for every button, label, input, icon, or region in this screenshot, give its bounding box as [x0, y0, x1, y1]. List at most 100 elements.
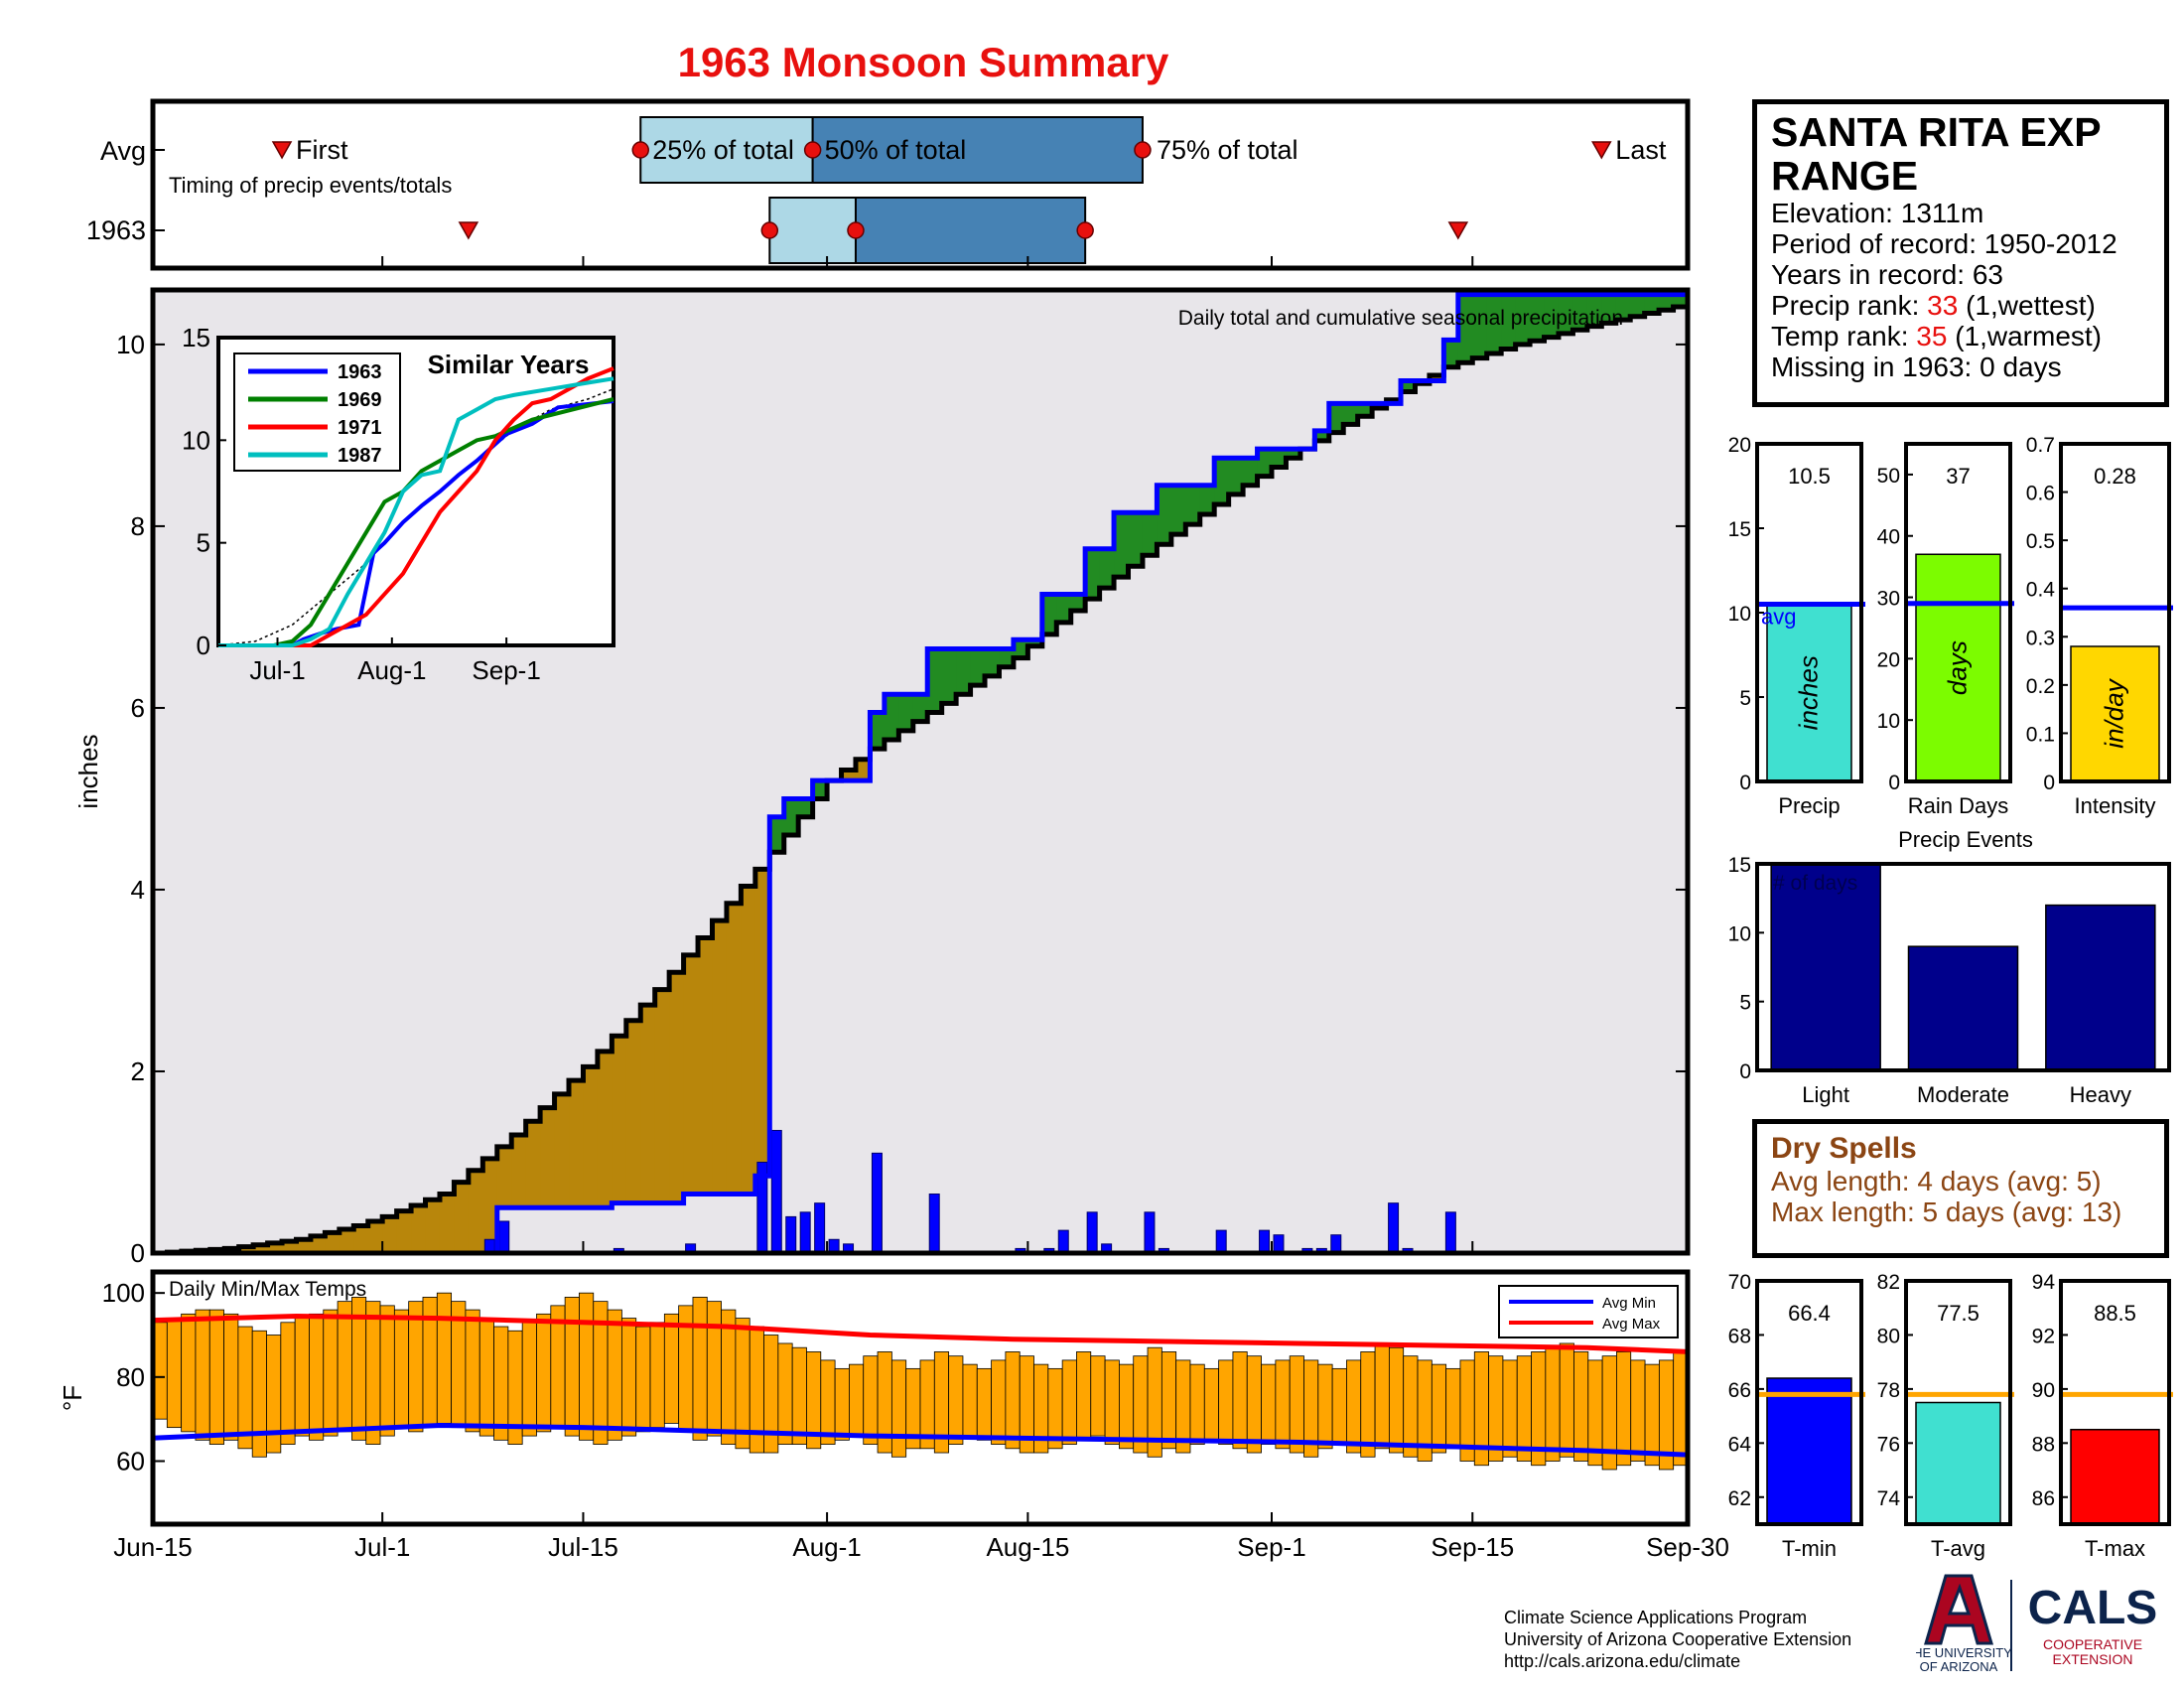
precip-bar-tick-label: 10: [1728, 603, 1751, 626]
y-tick-label: 8: [131, 511, 145, 541]
below-average-fill: [454, 1182, 470, 1253]
summary-bar-panels: 10.505101520Precipinchesavg3701020304050…: [1728, 434, 2173, 1561]
temperature-chart: 60 80 100 Jun-15 Jul-1 Jul-15 Aug-1 Aug-15 Sep-1…: [58, 1269, 1729, 1562]
precip-bar-tick-label: 5: [1739, 687, 1751, 710]
tavg-bar-tick-label: 76: [1877, 1433, 1900, 1456]
below-average-fill: [482, 1158, 498, 1253]
above-average-fill: [884, 694, 899, 740]
above-average-fill: [1286, 449, 1301, 459]
daily-precip-bar: [1273, 1234, 1285, 1254]
cumulative-y-axis-label: inches: [73, 734, 103, 808]
intensity-bar-tick-label: 0.2: [2026, 675, 2055, 698]
tmax-bar-tick-label: 94: [2032, 1271, 2056, 1294]
logo-coop-line2: EXTENSION: [2053, 1651, 2133, 1667]
above-average-fill: [1114, 512, 1130, 578]
daily-temp-range-bar: [649, 1322, 665, 1429]
above-average-fill: [941, 648, 957, 704]
intensity-bar-tick-label: 0.5: [2026, 530, 2055, 553]
above-average-fill: [1214, 458, 1230, 504]
below-average-fill: [654, 989, 670, 1203]
daily-temp-range-bar: [195, 1309, 210, 1441]
precip-bar-tick-label: 15: [1728, 518, 1751, 541]
y-tick-label: 4: [131, 875, 145, 905]
above-average-fill: [1085, 548, 1101, 600]
rain-days-bar-tick-label: 0: [1888, 772, 1900, 794]
precip-rank-value: 33: [1927, 290, 1959, 321]
above-average-fill: [1443, 340, 1459, 367]
dry-spells-box: Dry Spells Avg length: 4 days (avg: 5) M…: [1752, 1119, 2169, 1258]
timing-year-row-label: 1963: [86, 215, 146, 245]
rain-days-bar-tick-label: 10: [1877, 710, 1900, 733]
station-name: SANTA RITA EXP RANGE: [1771, 109, 2101, 199]
above-average-fill: [1343, 403, 1359, 425]
inset-y-tick-label: 15: [182, 323, 210, 352]
daily-temp-range-bar: [1559, 1342, 1574, 1458]
daily-temp-range-bar: [863, 1355, 879, 1445]
footer-line-url[interactable]: http://cals.arizona.edu/climate: [1504, 1651, 1741, 1671]
above-average-fill: [1157, 485, 1172, 545]
x-axis-date-label: Aug-1: [792, 1532, 861, 1562]
above-average-fill: [1515, 294, 1531, 345]
above-average-fill: [783, 798, 799, 836]
tmax-bar-panel: 88.5 86 88 90 92 94 T-max: [2032, 1271, 2173, 1561]
y-tick-label: 0: [131, 1238, 145, 1268]
daily-temp-range-bar: [493, 1326, 509, 1441]
precip-events-category-label: Heavy: [2070, 1082, 2131, 1107]
temp-chart-title: Daily Min/Max Temps: [169, 1278, 366, 1301]
below-average-fill: [540, 1107, 556, 1208]
dry-spells-title: Dry Spells: [1771, 1132, 1917, 1165]
daily-temp-range-bar: [564, 1297, 580, 1437]
rain-days-bar-frame: [1904, 442, 2012, 783]
rain-days-bar-tick-label: 30: [1877, 588, 1900, 611]
below-average-fill: [267, 1242, 283, 1253]
block-a-icon: [1923, 1574, 1994, 1645]
tmin-bar-tick-label: 64: [1728, 1433, 1752, 1456]
tavg-bar-frame: [1904, 1279, 2012, 1526]
x-axis-date-label: Sep-15: [1431, 1532, 1514, 1562]
daily-temp-range-bar: [1573, 1351, 1589, 1462]
above-average-fill: [1257, 449, 1273, 477]
daily-temp-range-bar: [635, 1326, 651, 1433]
daily-temp-range-bar: [237, 1326, 253, 1450]
rain-days-bar-category-label: Rain Days: [1908, 793, 2008, 818]
daily-temp-range-bar: [1403, 1355, 1419, 1458]
daily-precip-bar: [770, 1129, 782, 1254]
tavg-bar-tick-label: 80: [1877, 1325, 1900, 1347]
daily-precip-bar: [1444, 1211, 1456, 1254]
precip-events-tick-label: 15: [1728, 854, 1751, 877]
timing-percentile-marker: [803, 141, 822, 159]
tavg-bar-tick-label: 74: [1877, 1487, 1901, 1510]
temp-rank-value: 35: [1916, 321, 1948, 352]
daily-temp-range-bar: [223, 1313, 239, 1441]
above-average-fill: [956, 648, 972, 695]
tavg-bar-tick-label: 78: [1877, 1379, 1900, 1402]
daily-temp-range-bar: [536, 1313, 552, 1433]
intensity-bar-value-label: 0.28: [2094, 464, 2136, 489]
station-elevation: Elevation: 1311m: [1771, 198, 1984, 228]
daily-temp-range-bar: [777, 1342, 793, 1445]
precip-events-bar-moderate: [1907, 945, 2019, 1071]
daily-temp-range-bar: [1160, 1351, 1177, 1450]
tmin-bar-value-label: 66.4: [1788, 1301, 1831, 1326]
daily-temp-range-bar: [208, 1309, 224, 1445]
daily-temp-range-bar: [1331, 1367, 1347, 1445]
temp-rank-suffix: (1,warmest): [1947, 321, 2103, 352]
daily-temp-range-bar: [890, 1359, 907, 1458]
tmin-bar-value-bar: [1766, 1377, 1852, 1525]
logo-ua-line1: THE UNIVERSITY: [1916, 1645, 2012, 1660]
x-axis-date-label: Sep-30: [1646, 1532, 1729, 1562]
similar-years-inset: 0 5 10 15 Jul-1 Aug-1 Sep-1 Similar Years 1963…: [182, 323, 615, 685]
tmax-bar-category-label: T-max: [2085, 1536, 2145, 1561]
above-average-fill: [1243, 458, 1259, 486]
x-axis-date-label: Jul-1: [354, 1532, 410, 1562]
timing-caption: Timing of precip events/totals: [169, 173, 452, 198]
timing-avg-row-label: Avg: [100, 136, 146, 166]
daily-temp-range-bar: [280, 1322, 296, 1445]
below-average-fill: [525, 1121, 541, 1208]
above-average-fill: [1486, 294, 1502, 354]
daily-temp-range-bar: [1445, 1367, 1461, 1450]
timing-50-75-box: [811, 116, 1144, 184]
intensity-bar-tick-label: 0.6: [2026, 483, 2055, 505]
below-average-fill: [640, 1005, 656, 1203]
precip-bar-average-label: avg: [1761, 605, 1796, 630]
